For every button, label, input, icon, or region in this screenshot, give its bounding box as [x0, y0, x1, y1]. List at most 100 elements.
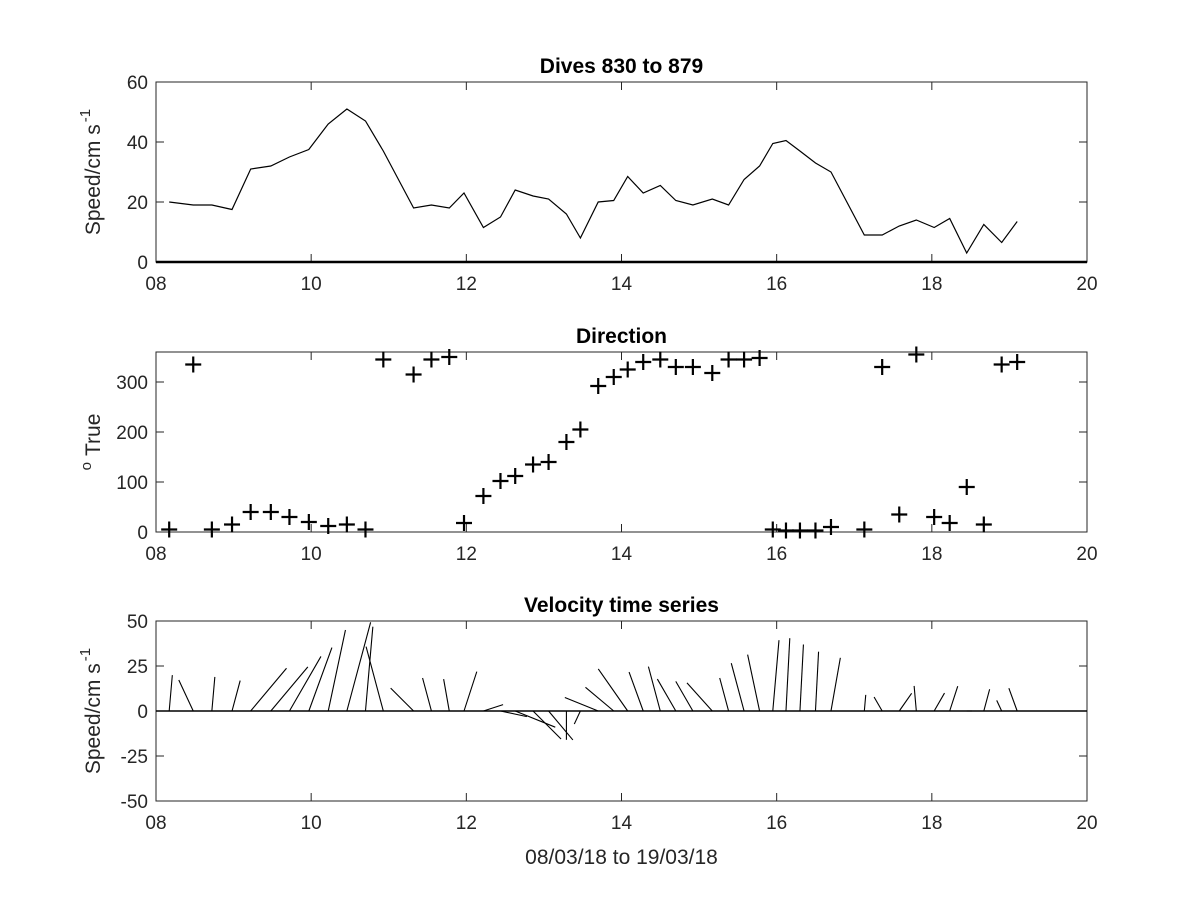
velocity-stick [231, 680, 241, 712]
direction-marker [338, 516, 355, 533]
velocity-stick [463, 671, 478, 712]
x-tick-label: 16 [766, 813, 787, 834]
x-tick-label: 16 [766, 544, 787, 565]
x-tick-label: 18 [921, 813, 942, 834]
velocity-stick [719, 677, 730, 712]
velocity-stick [628, 671, 644, 712]
y-tick-label: 25 [127, 657, 148, 678]
direction-marker [558, 434, 575, 450]
panel-title: Velocity time series [524, 594, 719, 617]
velocity-stick [933, 692, 945, 712]
x-tick-label: 12 [456, 274, 477, 295]
direction-marker [262, 504, 279, 520]
x-tick-label: 08 [145, 813, 166, 834]
direction-marker [590, 378, 607, 394]
x-tick-label: 20 [1076, 544, 1097, 565]
panel-title: Direction [576, 325, 667, 348]
velocity-panel: 08 10 12 14 16 18 20 50 25 0 -25 -50 Velocity time s… [77, 594, 1098, 869]
direction-marker [720, 351, 737, 368]
x-tick-label: 14 [611, 274, 633, 295]
velocity-stick [483, 704, 504, 712]
y-axis-label-superscript: -1 [77, 648, 94, 661]
direction-marker [224, 516, 241, 533]
direction-marker [958, 479, 975, 495]
direction-marker [926, 509, 943, 525]
y-tick-label: 40 [127, 133, 148, 154]
velocity-stick [346, 622, 372, 712]
velocity-stick [873, 696, 883, 712]
x-tick-label: 18 [921, 544, 942, 565]
direction-marker [203, 521, 220, 538]
velocity-stick [364, 626, 374, 712]
direction-marker [891, 506, 908, 523]
direction-marker [777, 522, 794, 539]
velocity-stick [443, 678, 450, 712]
x-tick-label: 10 [301, 813, 322, 834]
direction-marker [704, 365, 721, 381]
panel-title: Dives 830 to 879 [540, 55, 703, 78]
direction-marker [525, 456, 542, 473]
y-tick-label: -50 [121, 792, 148, 813]
velocity-stick [548, 710, 574, 741]
velocity-stick [564, 697, 599, 712]
velocity-stick [686, 682, 713, 712]
velocity-stick [747, 654, 761, 712]
x-tick-label: 20 [1076, 274, 1097, 295]
velocity-stick [250, 667, 287, 712]
y-tick-label: -25 [121, 747, 148, 768]
direction-marker [652, 351, 669, 368]
velocity-stick [785, 638, 791, 712]
direction-marker [993, 356, 1010, 373]
direction-marker [185, 356, 202, 373]
y-tick-label: 200 [116, 423, 148, 444]
y-tick-label: 100 [116, 473, 148, 494]
x-tick-label: 12 [456, 544, 477, 565]
direction-marker [736, 351, 753, 368]
x-tick-label: 08 [145, 274, 166, 295]
x-tick-label: 16 [766, 274, 787, 295]
direction-marker [540, 454, 557, 470]
x-tick-label: 18 [921, 274, 942, 295]
velocity-stick [830, 657, 841, 712]
x-tick-label: 14 [611, 813, 633, 834]
direction-marker [441, 349, 458, 365]
x-tick-label: 08 [145, 544, 166, 565]
direction-marker [375, 351, 392, 368]
velocity-stick [500, 710, 527, 718]
direction-marker [320, 518, 337, 534]
direction-marker [807, 522, 824, 539]
velocity-stick [647, 666, 661, 712]
velocity-stick [270, 666, 309, 712]
y-tick-label: 0 [137, 523, 148, 544]
direction-marker [507, 468, 524, 484]
direction-marker [456, 515, 473, 531]
x-tick-label: 10 [301, 544, 322, 565]
velocity-stick [814, 651, 820, 712]
y-axis-label-text: Speed/cm s [82, 663, 105, 774]
y-tick-label: 50 [127, 612, 148, 633]
velocity-stick [422, 677, 432, 712]
direction-marker [300, 514, 317, 530]
velocity-stick [898, 692, 913, 712]
direction-marker [605, 369, 622, 385]
velocity-stick [597, 668, 629, 712]
y-tick-label: 20 [127, 193, 148, 214]
y-axis-label: Speed/cm s -1 [77, 109, 105, 235]
y-tick-label: 300 [116, 373, 148, 394]
direction-marker [684, 359, 701, 375]
direction-marker [572, 421, 589, 438]
direction-marker [281, 509, 298, 525]
direction-marker [822, 519, 839, 535]
velocity-stick [390, 687, 414, 712]
direction-marker [161, 521, 178, 538]
velocity-stick [573, 710, 581, 725]
y-axis-label-superscript: o [78, 462, 95, 470]
velocity-stick [288, 656, 322, 712]
velocity-stick [178, 679, 194, 712]
velocity-stick [532, 710, 562, 740]
velocity-stick [730, 663, 745, 712]
y-axis-label-superscript: -1 [77, 109, 94, 122]
x-tick-label: 14 [611, 544, 633, 565]
velocity-stick [1008, 687, 1018, 712]
